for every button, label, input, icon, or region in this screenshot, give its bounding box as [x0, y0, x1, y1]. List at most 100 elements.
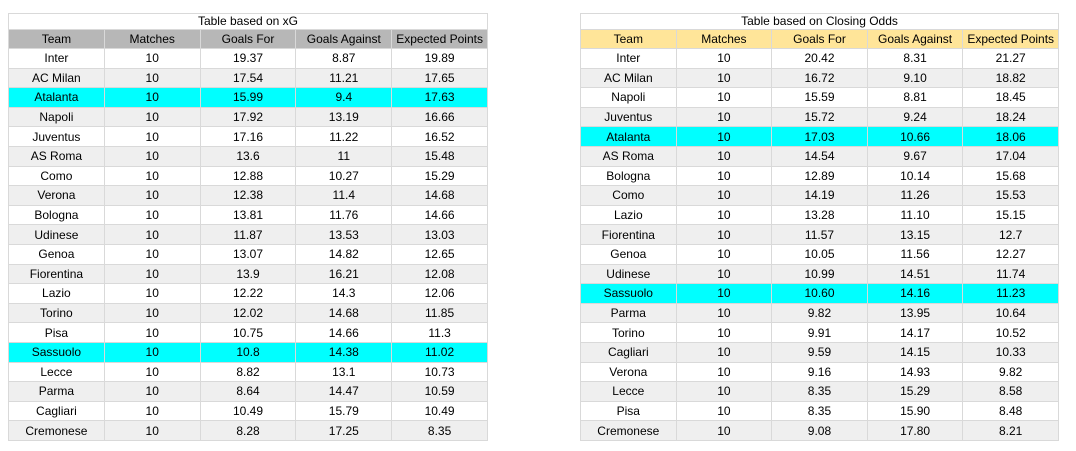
cell[interactable]: 14.66 [391, 204, 488, 226]
cell[interactable]: 10 [675, 322, 773, 343]
cell[interactable]: 17.54 [199, 67, 297, 89]
cell[interactable]: 9.24 [866, 106, 964, 128]
cell[interactable]: 14.54 [771, 145, 868, 167]
cell[interactable]: 10.52 [962, 322, 1059, 343]
cell[interactable]: 11.23 [962, 283, 1059, 304]
cell[interactable]: 11 [295, 145, 393, 167]
cell[interactable]: 10.14 [866, 165, 964, 187]
cell[interactable]: 16.21 [295, 263, 393, 285]
cell[interactable]: 10 [103, 126, 201, 147]
cell[interactable]: Pisa [580, 400, 677, 422]
cell[interactable]: 13.95 [866, 302, 964, 324]
cell[interactable]: 10 [675, 87, 773, 108]
cell[interactable]: 10 [103, 420, 201, 441]
cell[interactable]: 15.59 [771, 87, 868, 108]
cell[interactable]: 18.24 [962, 106, 1059, 128]
cell[interactable]: 10.64 [962, 302, 1059, 324]
cell[interactable]: 10 [103, 224, 201, 245]
header-cell[interactable]: Goals For [771, 29, 868, 49]
cell[interactable]: 10.05 [771, 243, 868, 265]
cell[interactable]: 15.29 [391, 165, 488, 187]
cell[interactable]: 10 [675, 106, 773, 128]
cell[interactable]: 13.81 [199, 204, 297, 226]
cell[interactable]: Sassuolo [8, 341, 105, 363]
cell[interactable]: 10 [675, 204, 773, 226]
cell[interactable]: 11.57 [771, 224, 868, 245]
cell[interactable]: 18.82 [962, 67, 1059, 89]
cell[interactable]: Lazio [8, 283, 105, 304]
cell[interactable]: 12.65 [391, 243, 488, 265]
cell[interactable]: 14.15 [866, 341, 964, 363]
cell[interactable]: 8.35 [391, 420, 488, 441]
cell[interactable]: 16.66 [391, 106, 488, 128]
cell[interactable]: Genoa [580, 243, 677, 265]
cell[interactable]: 10.66 [866, 126, 964, 147]
cell[interactable]: 9.10 [866, 67, 964, 89]
cell[interactable]: 8.28 [199, 420, 297, 441]
cell[interactable]: 17.04 [962, 145, 1059, 167]
cell[interactable]: 13.28 [771, 204, 868, 226]
cell[interactable]: 12.38 [199, 185, 297, 206]
cell[interactable]: Lecce [580, 381, 677, 402]
cell[interactable]: Verona [580, 361, 677, 383]
cell[interactable]: 11.22 [295, 126, 393, 147]
cell[interactable]: 10 [675, 224, 773, 245]
cell[interactable]: 14.16 [866, 283, 964, 304]
cell[interactable]: Verona [8, 185, 105, 206]
cell[interactable]: 10 [103, 204, 201, 226]
cell[interactable]: Cremonese [580, 420, 677, 441]
cell[interactable]: Udinese [8, 224, 105, 245]
cell[interactable]: Udinese [580, 263, 677, 285]
cell[interactable]: 10 [675, 165, 773, 187]
closing-odds-table-title[interactable]: Table based on Closing Odds [580, 13, 1059, 29]
cell[interactable]: 14.38 [295, 341, 393, 363]
cell[interactable]: Bologna [8, 204, 105, 226]
cell[interactable]: 11.87 [199, 224, 297, 245]
cell[interactable]: 15.15 [962, 204, 1059, 226]
cell[interactable]: 11.56 [866, 243, 964, 265]
cell[interactable]: 10 [675, 283, 773, 304]
cell[interactable]: 10 [675, 48, 773, 69]
cell[interactable]: Cremonese [8, 420, 105, 441]
cell[interactable]: 11.85 [391, 302, 488, 324]
cell[interactable]: 13.19 [295, 106, 393, 128]
cell[interactable]: 10 [675, 67, 773, 89]
cell[interactable]: AS Roma [8, 145, 105, 167]
cell[interactable]: 11.10 [866, 204, 964, 226]
cell[interactable]: Juventus [8, 126, 105, 147]
cell[interactable]: 10 [675, 400, 773, 422]
cell[interactable]: 8.58 [962, 381, 1059, 402]
cell[interactable]: 13.03 [391, 224, 488, 245]
cell[interactable]: 12.08 [391, 263, 488, 285]
cell[interactable]: 15.99 [199, 87, 297, 108]
cell[interactable]: 9.08 [771, 420, 868, 441]
cell[interactable]: 9.67 [866, 145, 964, 167]
cell[interactable]: 14.66 [295, 322, 393, 343]
cell[interactable]: 8.21 [962, 420, 1059, 441]
cell[interactable]: 14.47 [295, 381, 393, 402]
header-cell[interactable]: Goals Against [295, 29, 393, 49]
cell[interactable]: 10 [103, 400, 201, 422]
cell[interactable]: 10 [675, 243, 773, 265]
cell[interactable]: Juventus [580, 106, 677, 128]
cell[interactable]: 10 [675, 185, 773, 206]
cell[interactable]: 15.90 [866, 400, 964, 422]
cell[interactable]: 10 [103, 302, 201, 324]
cell[interactable]: 10 [675, 341, 773, 363]
cell[interactable]: 14.51 [866, 263, 964, 285]
cell[interactable]: 15.72 [771, 106, 868, 128]
cell[interactable]: 10 [103, 283, 201, 304]
cell[interactable]: 10.99 [771, 263, 868, 285]
cell[interactable]: Atalanta [580, 126, 677, 147]
cell[interactable]: 10 [103, 48, 201, 69]
cell[interactable]: 10 [103, 243, 201, 265]
cell[interactable]: 19.37 [199, 48, 297, 69]
cell[interactable]: 11.02 [391, 341, 488, 363]
cell[interactable]: 9.82 [771, 302, 868, 324]
cell[interactable]: Parma [8, 381, 105, 402]
cell[interactable]: Cagliari [580, 341, 677, 363]
cell[interactable]: 10.8 [199, 341, 297, 363]
cell[interactable]: 10 [103, 263, 201, 285]
cell[interactable]: Sassuolo [580, 283, 677, 304]
cell[interactable]: 10.49 [199, 400, 297, 422]
